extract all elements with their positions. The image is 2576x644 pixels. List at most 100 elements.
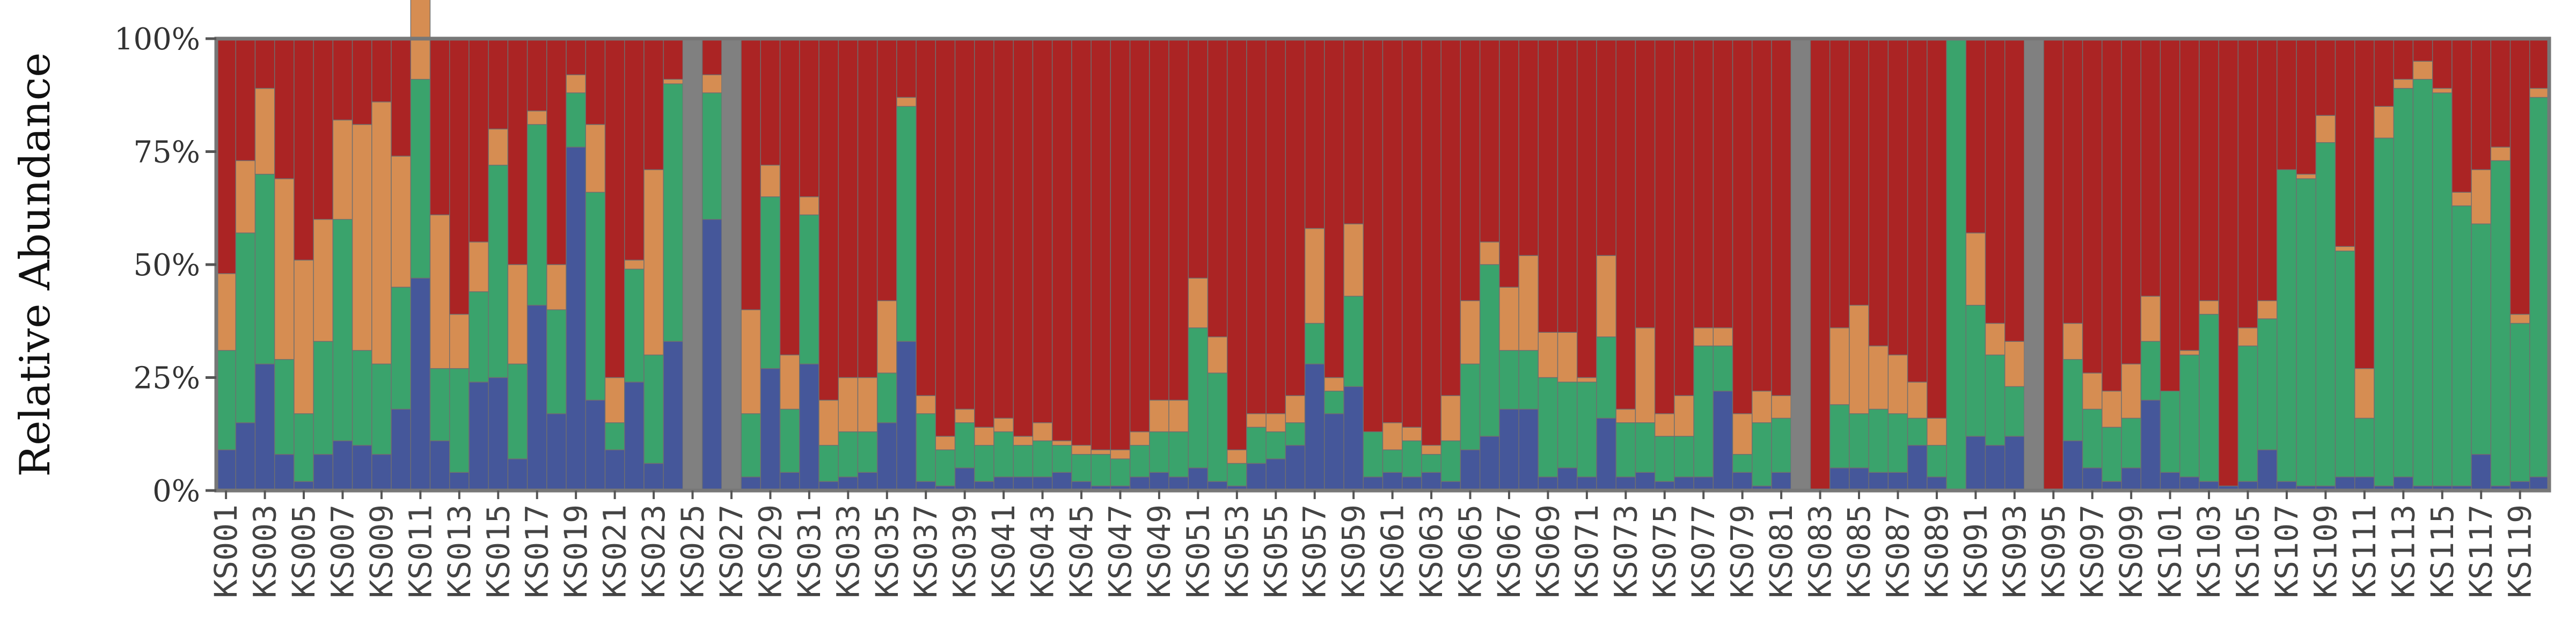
x-tick-label: KS117	[2463, 504, 2499, 598]
bar-segment-1-ks051	[1188, 327, 1209, 469]
x-tick-label: KS087	[1879, 504, 1916, 598]
bar-segment-3-ks097	[2082, 38, 2103, 374]
bar-segment-3-ks074	[1635, 38, 1656, 328]
bar-segment-1-ks026	[701, 92, 722, 220]
bar-segment-2-ks044	[1051, 440, 1072, 446]
bar-segment-0-ks057	[1304, 363, 1325, 491]
x-tick-label: KS039	[947, 504, 983, 598]
bar-segment-0-ks117	[2471, 453, 2492, 491]
x-tick-label: KS059	[1335, 504, 1372, 598]
bar-segment-3-ks049	[1149, 38, 1169, 401]
bar-segment-2-ks115	[2432, 87, 2453, 93]
bar-segment-3-ks071	[1577, 38, 1597, 378]
bar-segment-2-ks081	[1771, 395, 1791, 419]
bar-stack-ks113	[2393, 38, 2414, 491]
bar-segment-3-ks005	[294, 38, 314, 261]
bar-segment-2-ks080	[1752, 391, 1772, 423]
bar-segment-3-ks113	[2393, 38, 2414, 80]
bar-segment-1-ks054	[1246, 427, 1267, 464]
bar-segment-3-ks119	[2509, 38, 2530, 315]
x-tick-label: KS015	[480, 504, 516, 598]
bar-stack-ks014	[469, 38, 489, 491]
bar-stack-ks104	[2218, 38, 2239, 491]
x-tick-label: KS065	[1452, 504, 1489, 598]
bar-stack-ks110	[2334, 38, 2355, 491]
bar-segment-3-ks008	[352, 38, 372, 125]
bar-segment-1-ks119	[2509, 323, 2530, 482]
bar-segment-3-ks079	[1732, 38, 1753, 414]
bar-segment-1-ks047	[1110, 458, 1131, 487]
y-tick-label: 25%	[134, 361, 200, 396]
bar-segment-2-ks059	[1343, 223, 1364, 297]
bar-segment-1-ks080	[1752, 422, 1772, 487]
bar-segment-3-ks054	[1246, 38, 1267, 414]
bar-stack-ks061	[1382, 38, 1403, 491]
bar-segment-2-ks084	[1829, 327, 1850, 405]
bar-segment-3-ks028	[741, 38, 761, 310]
bar-segment-2-ks029	[760, 165, 781, 197]
bar-stack-ks096	[2062, 38, 2083, 491]
bar-segment-0-ks076	[1674, 477, 1694, 491]
bar-segment-0-ks041	[993, 477, 1014, 491]
bar-missing-ks094	[2024, 39, 2044, 491]
bar-segment-2-ks013	[449, 313, 470, 369]
bar-segment-2-ks040	[974, 427, 994, 446]
bar-segment-1-ks008	[352, 350, 372, 446]
bar-segment-1-ks019	[566, 92, 586, 148]
x-tick-label: KS001	[208, 504, 244, 598]
bar-stack-ks040	[974, 38, 994, 491]
bar-segment-3-ks002	[235, 38, 256, 162]
x-tick-label: KS011	[402, 504, 438, 598]
bar-segment-2-ks075	[1654, 413, 1675, 437]
bar-segment-1-ks040	[974, 445, 994, 482]
bar-segment-3-ks112	[2374, 38, 2394, 107]
x-tick-label: KS097	[2074, 504, 2111, 598]
bar-segment-2-ks120	[2529, 87, 2550, 98]
bar-segment-0-ks017	[526, 305, 547, 491]
bar-segment-2-ks099	[2121, 363, 2141, 419]
bar-segment-2-ks050	[1168, 399, 1189, 433]
bar-segment-1-ks103	[2199, 313, 2219, 482]
x-tick-label: KS095	[2035, 504, 2072, 598]
bar-segment-2-ks113	[2393, 79, 2414, 89]
bar-segment-1-ks067	[1499, 350, 1519, 410]
bar-segment-1-ks002	[235, 232, 256, 423]
bar-segment-1-ks045	[1071, 453, 1092, 482]
bar-segment-1-ks070	[1557, 382, 1578, 469]
bar-stack-ks020	[585, 38, 606, 491]
bar-segment-3-ks103	[2199, 38, 2219, 302]
bar-segment-3-ks019	[566, 38, 586, 76]
bar-stack-ks045	[1071, 38, 1092, 491]
bar-segment-0-ks015	[488, 377, 509, 491]
bar-segment-0-ks102	[2179, 477, 2200, 491]
bar-segment-3-ks118	[2490, 38, 2511, 148]
bar-segment-3-ks077	[1693, 38, 1714, 328]
bar-stack-ks023	[643, 38, 664, 491]
bar-segment-2-ks019	[566, 74, 586, 93]
bar-segment-3-ks108	[2296, 38, 2317, 175]
x-tick-label: KS081	[1763, 504, 1799, 598]
bar-segment-1-ks034	[857, 431, 878, 473]
bar-segment-2-ks054	[1246, 413, 1267, 428]
bar-segment-0-ks113	[2393, 477, 2414, 491]
bar-segment-3-ks095	[2043, 38, 2064, 491]
bar-segment-1-ks042	[1013, 445, 1034, 478]
bar-segment-1-ks010	[391, 287, 411, 410]
bar-stack-ks076	[1674, 38, 1694, 491]
bar-stack-ks053	[1226, 38, 1247, 491]
bar-segment-0-ks010	[391, 408, 411, 491]
bar-segment-2-ks102	[2179, 350, 2200, 356]
bar-segment-0-ks007	[332, 440, 353, 491]
bar-stack-ks105	[2237, 38, 2258, 491]
bar-segment-3-ks052	[1207, 38, 1228, 338]
bar-segment-2-ks116	[2451, 192, 2472, 207]
x-tick-label: KS085	[1841, 504, 1877, 598]
x-tick-label: KS009	[363, 504, 400, 598]
bar-segment-2-ks097	[2082, 372, 2103, 410]
bar-segment-1-ks022	[624, 268, 645, 383]
bar-segment-3-ks099	[2121, 38, 2141, 364]
bar-segment-1-ks058	[1324, 391, 1344, 414]
bar-segment-2-ks073	[1615, 408, 1636, 423]
x-tick-label: KS069	[1529, 504, 1566, 598]
